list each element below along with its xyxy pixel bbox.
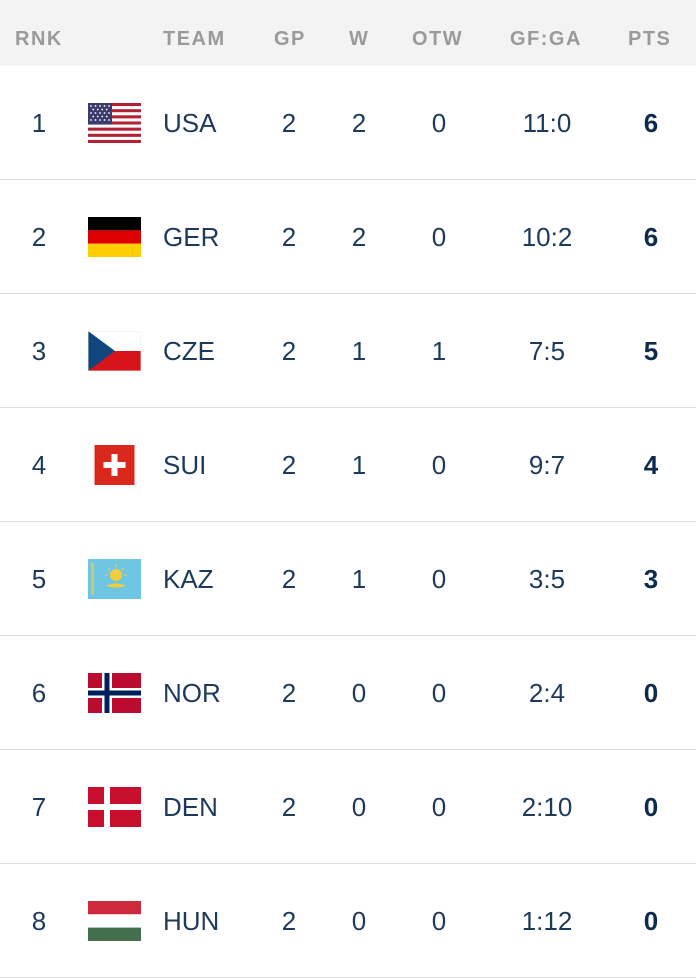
- w-cell: 2: [351, 108, 367, 138]
- w-cell: 0: [351, 906, 367, 936]
- otw-cell: 1: [431, 336, 447, 366]
- table-row[interactable]: 2 GER 2 2 0 10:2 6: [0, 180, 696, 294]
- column-header-pts[interactable]: PTS: [628, 28, 672, 50]
- gfga-cell: 9:7: [528, 450, 566, 480]
- kazakhstan-flag-icon: [88, 559, 141, 599]
- rank-cell: 5: [31, 564, 47, 594]
- pts-cell: 5: [643, 336, 659, 366]
- otw-cell: 0: [431, 450, 447, 480]
- gp-cell: 2: [281, 906, 297, 936]
- team-name-cell[interactable]: CZE: [163, 336, 215, 366]
- gp-cell: 2: [281, 222, 297, 252]
- w-cell: 1: [351, 450, 367, 480]
- table-row[interactable]: 8 HUN 2 0 0 1:12 0: [0, 864, 696, 978]
- gfga-cell: 1:12: [521, 906, 573, 936]
- column-header-rank[interactable]: RNK: [15, 28, 63, 50]
- gfga-cell: 2:4: [528, 678, 566, 708]
- gfga-cell: 10:2: [521, 222, 573, 252]
- gp-cell: 2: [281, 564, 297, 594]
- w-cell: 1: [351, 336, 367, 366]
- czechia-flag-icon: [88, 331, 141, 371]
- team-name-cell[interactable]: DEN: [163, 792, 218, 822]
- table-row[interactable]: 5 KAZ 2 1 0 3:5 3: [0, 522, 696, 636]
- germany-flag-icon: [88, 217, 141, 257]
- gfga-cell: 11:0: [522, 108, 572, 138]
- pts-cell: 0: [643, 792, 659, 822]
- column-header-w[interactable]: W: [349, 28, 370, 50]
- gfga-cell: 7:5: [528, 336, 566, 366]
- norway-flag-icon: [88, 673, 141, 713]
- team-name-cell[interactable]: SUI: [163, 450, 207, 480]
- table-row[interactable]: 6 NOR 2 0 0 2:4 0: [0, 636, 696, 750]
- w-cell: 0: [351, 792, 367, 822]
- column-header-team[interactable]: TEAM: [163, 28, 226, 50]
- table-row[interactable]: 7 DEN 2 0 0 2:10 0: [0, 750, 696, 864]
- rank-cell: 8: [31, 906, 47, 936]
- pts-cell: 6: [643, 108, 659, 138]
- otw-cell: 0: [431, 108, 447, 138]
- gp-cell: 2: [281, 336, 297, 366]
- switzerland-flag-icon: [88, 445, 141, 485]
- w-cell: 0: [351, 678, 367, 708]
- pts-cell: 3: [643, 564, 659, 594]
- team-name-cell[interactable]: USA: [163, 108, 217, 138]
- rank-cell: 7: [31, 792, 47, 822]
- otw-cell: 0: [431, 222, 447, 252]
- denmark-flag-icon: [88, 787, 141, 827]
- gfga-cell: 3:5: [528, 564, 566, 594]
- otw-cell: 0: [431, 678, 447, 708]
- table-header: RNK TEAM GP W OTW GF:GA PTS: [0, 0, 696, 66]
- rank-cell: 1: [31, 108, 47, 138]
- table-row[interactable]: 4 SUI 2 1 0 9:7 4: [0, 408, 696, 522]
- table-row[interactable]: 1 USA 2 2 0: [0, 66, 696, 180]
- rank-cell: 4: [31, 450, 47, 480]
- column-header-otw[interactable]: OTW: [412, 28, 464, 50]
- w-cell: 1: [351, 564, 367, 594]
- gfga-cell: 2:10: [521, 792, 573, 822]
- team-name-cell[interactable]: HUN: [163, 906, 220, 936]
- team-name-cell[interactable]: GER: [163, 222, 220, 252]
- rank-cell: 2: [31, 222, 47, 252]
- gp-cell: 2: [281, 450, 297, 480]
- gp-cell: 2: [281, 792, 297, 822]
- pts-cell: 0: [643, 678, 659, 708]
- pts-cell: 0: [643, 906, 659, 936]
- gp-cell: 2: [281, 678, 297, 708]
- pts-cell: 6: [643, 222, 659, 252]
- rank-cell: 6: [31, 678, 47, 708]
- hungary-flag-icon: [88, 901, 141, 941]
- rank-cell: 3: [31, 336, 47, 366]
- team-name-cell[interactable]: KAZ: [163, 564, 214, 594]
- otw-cell: 0: [431, 792, 447, 822]
- w-cell: 2: [351, 222, 367, 252]
- usa-flag-icon: [88, 103, 141, 143]
- otw-cell: 0: [431, 564, 447, 594]
- pts-cell: 4: [643, 450, 659, 480]
- gp-cell: 2: [281, 108, 297, 138]
- team-name-cell[interactable]: NOR: [163, 678, 221, 708]
- column-header-gp[interactable]: GP: [274, 28, 306, 50]
- otw-cell: 0: [431, 906, 447, 936]
- table-row[interactable]: 3 CZE 2 1 1 7:5 5: [0, 294, 696, 408]
- column-header-gfga[interactable]: GF:GA: [510, 28, 582, 50]
